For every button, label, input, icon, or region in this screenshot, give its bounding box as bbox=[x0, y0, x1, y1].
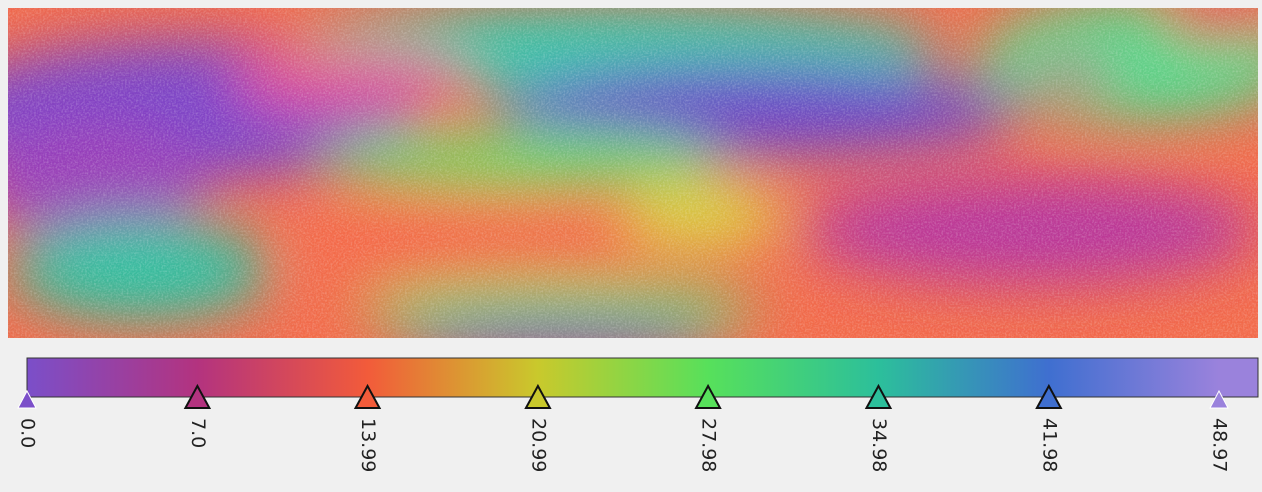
stop-label: 7.0 bbox=[187, 418, 209, 448]
stop-label: 0.0 bbox=[17, 418, 39, 448]
page: 0.07.013.9920.9927.9834.9841.9848.97 (()… bbox=[0, 0, 1262, 492]
colormap-view: 0.0 7.0 13.99 20.99 27.98 34.98 41.98 48.97 bbox=[0, 0, 1262, 492]
stop-label: 41.98 bbox=[1038, 418, 1060, 472]
interferogram-image bbox=[0, 0, 1262, 358]
stop-label: 13.99 bbox=[357, 418, 379, 472]
stop-label: 27.98 bbox=[698, 418, 720, 472]
stop-label: 48.97 bbox=[1209, 418, 1231, 472]
colorbar-stops[interactable]: 0.0 7.0 13.99 20.99 27.98 34.98 41.98 48.97 bbox=[17, 386, 1231, 472]
stop-label: 20.99 bbox=[527, 418, 549, 472]
stop-label: 34.98 bbox=[868, 418, 890, 472]
colorbar bbox=[27, 358, 1258, 397]
